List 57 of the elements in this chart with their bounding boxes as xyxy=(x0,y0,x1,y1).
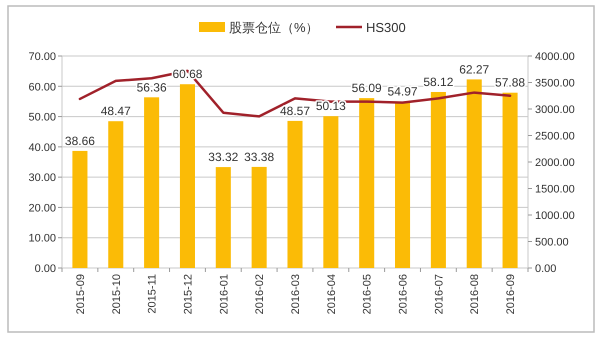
x-tick-label: 2015-09 xyxy=(74,274,87,314)
y2-tick-label: 2500.00 xyxy=(535,130,575,142)
bar xyxy=(72,150,88,268)
y2-tick-label: 1500.00 xyxy=(535,184,575,196)
bar xyxy=(144,97,160,268)
text: 57.88 xyxy=(495,76,526,90)
y2-tick-label: 3500.00 xyxy=(535,78,575,90)
x-tick-label: 2016-01 xyxy=(218,274,230,314)
x-tick-label: 2016-03 xyxy=(290,274,302,314)
text: 56.36 xyxy=(136,80,167,94)
y-tick-label: 20.00 xyxy=(28,202,56,214)
y-tick-label: 50.00 xyxy=(28,112,56,124)
y-tick-label: 30.00 xyxy=(28,172,56,184)
y2-tick-label: 2000.00 xyxy=(535,157,575,169)
y-tick-label: 0.00 xyxy=(34,263,56,275)
y-tick-label: 60.00 xyxy=(28,81,56,94)
x-tick-label: 2016-04 xyxy=(326,274,338,314)
x-tick-label: 2015-11 xyxy=(146,274,159,314)
y2-tick-label: 500.00 xyxy=(535,236,569,248)
text: 58.12 xyxy=(423,74,454,89)
bar xyxy=(216,167,231,268)
legend-label: HS300 xyxy=(366,20,406,35)
x-tick-label: 2015-10 xyxy=(110,274,123,314)
y2-tick-label: 4000.00 xyxy=(535,51,575,63)
x-tick-label: 2016-07 xyxy=(433,274,446,314)
text: 62.27 xyxy=(459,62,490,76)
x-tick-label: 2016-02 xyxy=(254,274,266,314)
bar xyxy=(252,166,267,268)
bar xyxy=(395,102,410,268)
x-tick-label: 2016-06 xyxy=(398,274,410,314)
bar xyxy=(180,84,195,268)
text: 54.97 xyxy=(388,84,418,99)
x-tick-label: 2016-05 xyxy=(362,274,374,314)
bar xyxy=(502,92,518,268)
y-tick-label: 40.00 xyxy=(28,142,56,154)
bar xyxy=(466,79,482,268)
text: 48.47 xyxy=(100,104,131,118)
text: 33.38 xyxy=(244,150,274,164)
x-tick-label: 2016-08 xyxy=(469,274,482,314)
text: 33.32 xyxy=(208,150,238,164)
bar xyxy=(430,92,446,268)
text: 38.66 xyxy=(64,134,95,148)
y-tick-label: 10.00 xyxy=(28,232,56,245)
x-tick-label: 2015-12 xyxy=(182,274,194,314)
legend-label: 股票仓位（%） xyxy=(229,20,319,35)
y-tick-label: 70.00 xyxy=(28,51,56,63)
bar xyxy=(287,120,303,268)
text: 56.09 xyxy=(352,81,382,96)
y2-tick-label: 1000.00 xyxy=(535,210,575,222)
bar xyxy=(359,98,374,268)
y2-tick-label: 3000.00 xyxy=(535,104,575,116)
text: 48.57 xyxy=(280,104,310,118)
bar xyxy=(108,121,124,268)
y2-tick-label: 0.00 xyxy=(535,263,556,275)
x-tick-label: 2016-09 xyxy=(505,274,518,314)
bar xyxy=(323,116,338,268)
text: 50.13 xyxy=(316,99,346,114)
